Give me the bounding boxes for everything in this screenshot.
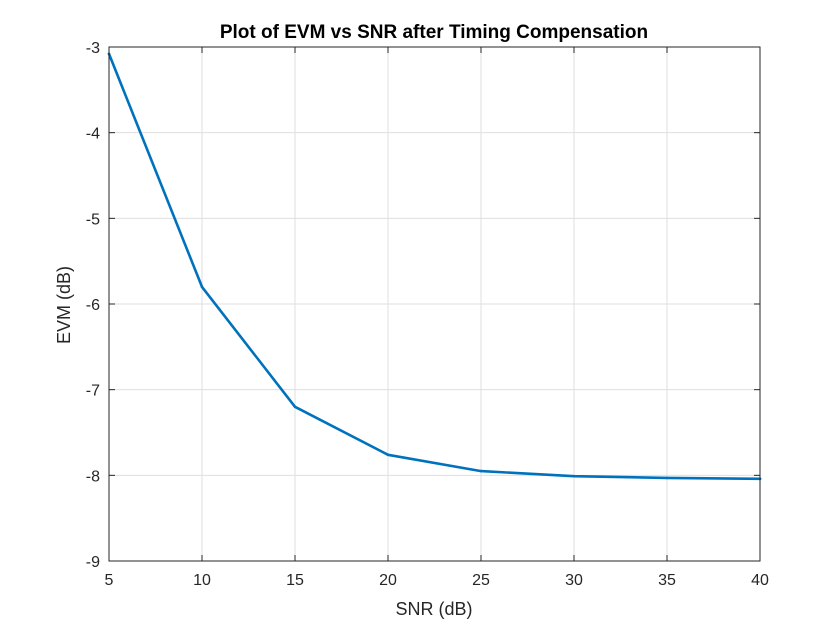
x-tick-label: 35	[658, 572, 676, 589]
x-tick-label: 30	[565, 572, 583, 589]
x-tick-label: 20	[379, 572, 397, 589]
x-tick-label: 10	[193, 572, 211, 589]
data-point	[665, 476, 669, 480]
y-tick-label: -5	[86, 211, 100, 228]
series-layer	[107, 52, 762, 481]
y-tick-label: -3	[86, 40, 100, 57]
y-tick-label: -6	[86, 297, 100, 314]
x-tick-label: 15	[286, 572, 304, 589]
y-tick-label: -7	[86, 383, 100, 400]
data-point	[293, 405, 297, 409]
data-point	[572, 474, 576, 478]
data-point	[200, 285, 204, 289]
y-tick-label: -4	[86, 126, 100, 143]
x-tick-label: 40	[751, 572, 769, 589]
x-tick-label: 25	[472, 572, 490, 589]
y-tick-label: -8	[86, 468, 100, 485]
data-point	[479, 469, 483, 473]
x-tick-label: 5	[105, 572, 114, 589]
tick-labels: 5 10 15 20 25 30 35 40 -3 -4 -5 -6 -7 -8 -9	[86, 40, 769, 589]
x-axis-label: SNR (dB)	[395, 599, 472, 619]
y-axis-label: EVM (dB)	[54, 266, 74, 344]
ticks	[108, 46, 761, 562]
chart-title: Plot of EVM vs SNR after Timing Compensa…	[220, 22, 648, 43]
data-point	[386, 453, 390, 457]
series-line	[107, 52, 762, 481]
y-tick-label: -9	[86, 554, 100, 571]
